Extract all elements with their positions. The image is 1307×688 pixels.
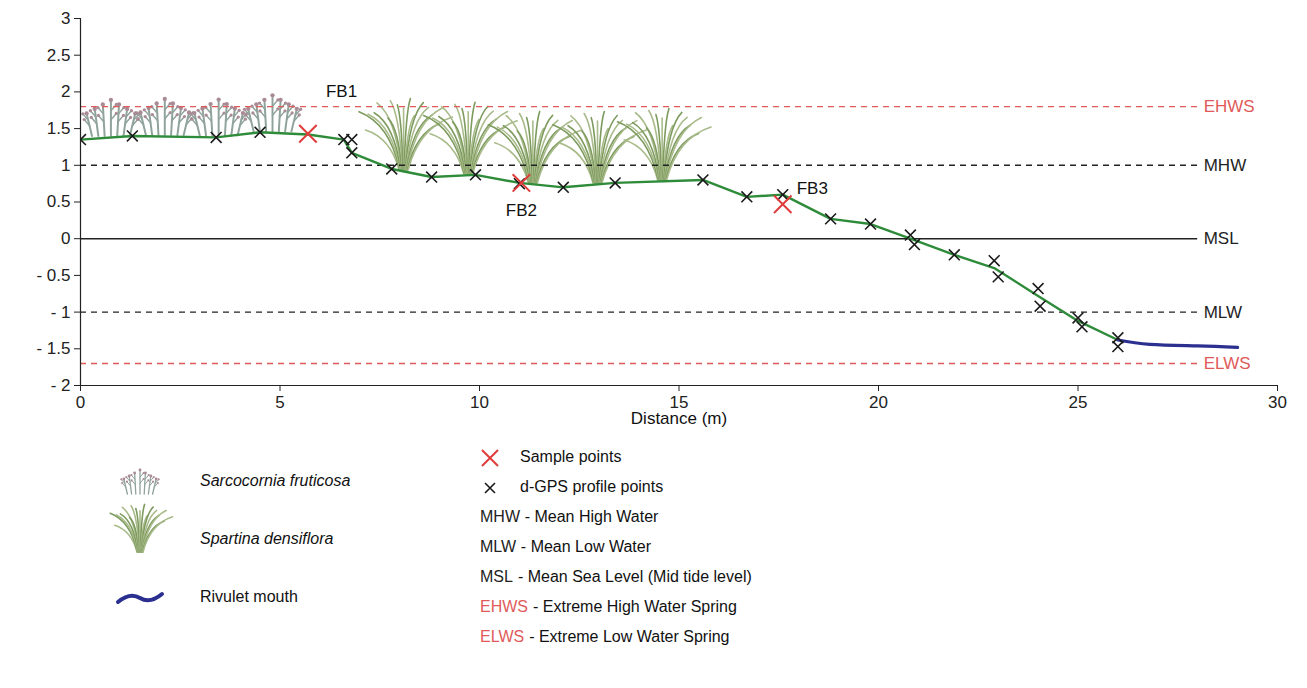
- svg-text:FB2: FB2: [506, 201, 537, 220]
- svg-text:Sample points: Sample points: [520, 448, 621, 465]
- svg-text:Distance (m): Distance (m): [631, 409, 727, 428]
- svg-text:0: 0: [61, 229, 70, 248]
- svg-text:Rivulet mouth: Rivulet mouth: [200, 588, 298, 605]
- svg-text:MLW: MLW: [1204, 303, 1242, 322]
- svg-text:ELWS- Extreme Low Water Spring: ELWS- Extreme Low Water Spring: [480, 628, 730, 645]
- svg-text:- 1.5: - 1.5: [36, 339, 70, 358]
- svg-text:MLW- Mean Low Water: MLW- Mean Low Water: [480, 538, 652, 555]
- svg-text:1: 1: [61, 156, 70, 175]
- svg-text:3: 3: [61, 9, 70, 28]
- svg-text:15: 15: [669, 392, 689, 412]
- svg-text:Spartina densiflora: Spartina densiflora: [200, 530, 334, 547]
- svg-text:- 2: - 2: [51, 376, 71, 395]
- svg-text:30: 30: [1268, 393, 1287, 412]
- svg-text:20: 20: [869, 393, 888, 412]
- svg-text:0.5: 0.5: [47, 192, 71, 211]
- svg-text:- 1: - 1: [51, 303, 71, 322]
- svg-text:Sarcocornia fruticosa: Sarcocornia fruticosa: [200, 472, 350, 489]
- svg-text:EHWS- Extreme High Water Sprin: EHWS- Extreme High Water Spring: [480, 598, 737, 615]
- svg-text:MSL: MSL: [1204, 229, 1239, 248]
- svg-text:FB3: FB3: [797, 179, 828, 198]
- svg-text:EHWS: EHWS: [1204, 97, 1255, 116]
- svg-text:MSL- Mean Sea Level (Mid tide: MSL- Mean Sea Level (Mid tide level): [480, 568, 752, 585]
- svg-text:10: 10: [470, 393, 489, 412]
- svg-text:d-GPS profile points: d-GPS profile points: [520, 478, 663, 495]
- svg-text:FB1: FB1: [326, 82, 357, 101]
- svg-text:0: 0: [76, 393, 85, 412]
- svg-text:MHW- Mean High Water: MHW- Mean High Water: [480, 508, 659, 525]
- svg-text:MHW: MHW: [1204, 156, 1246, 175]
- svg-text:5: 5: [275, 393, 284, 412]
- svg-text:2.5: 2.5: [47, 46, 71, 65]
- svg-text:25: 25: [1069, 393, 1088, 412]
- svg-text:2: 2: [61, 82, 70, 101]
- svg-text:- 0.5: - 0.5: [36, 266, 70, 285]
- svg-text:ELWS: ELWS: [1204, 354, 1251, 373]
- svg-text:1.5: 1.5: [47, 119, 71, 138]
